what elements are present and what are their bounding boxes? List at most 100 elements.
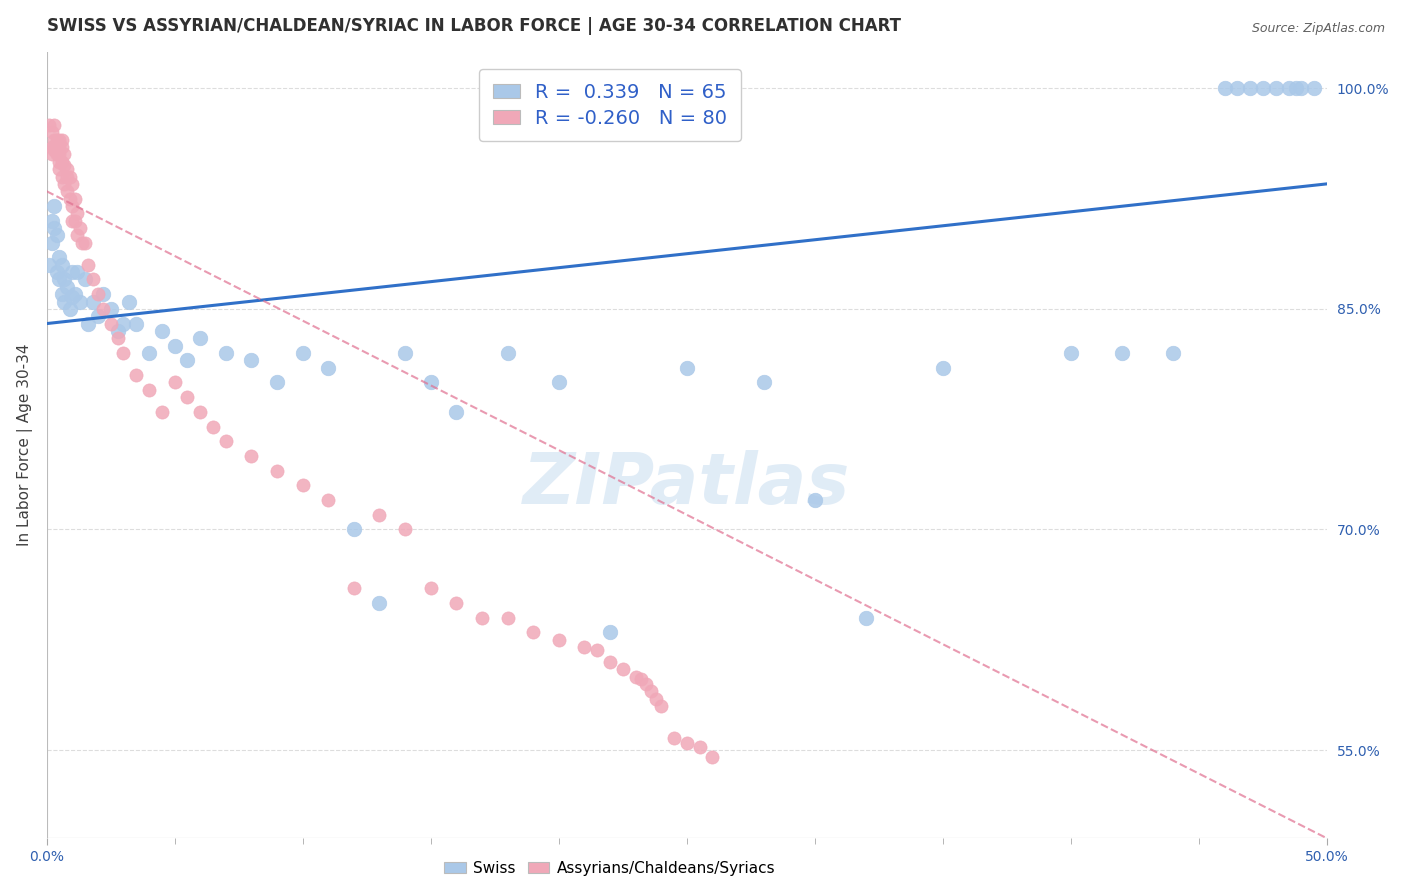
Point [48,162,70,177]
Point [496,346,519,360]
Point [107,331,129,345]
Point [855,611,877,625]
Point [59,192,82,206]
Point [45,133,67,147]
Point [215,434,238,449]
Point [163,376,186,390]
Point [72,235,94,250]
Point [1239,81,1261,95]
Point [82,272,104,286]
Point [60,290,83,304]
Point [38,258,60,272]
Point [60,199,83,213]
Point [41,147,63,161]
Point [702,750,724,764]
Point [188,405,211,419]
Point [150,324,173,338]
Point [63,287,86,301]
Point [634,677,657,691]
Point [752,376,775,390]
Point [76,317,98,331]
Text: SWISS VS ASSYRIAN/CHALDEAN/SYRIAC IN LABOR FORCE | AGE 30-34 CORRELATION CHART: SWISS VS ASSYRIAN/CHALDEAN/SYRIAC IN LAB… [46,17,901,35]
Point [163,338,186,352]
Point [112,346,135,360]
Text: Source: ZipAtlas.com: Source: ZipAtlas.com [1251,22,1385,36]
Point [419,376,441,390]
Point [266,376,288,390]
Point [117,294,139,309]
Point [599,655,621,669]
Point [66,265,89,279]
Point [56,169,79,184]
Point [343,582,366,596]
Point [87,310,110,324]
Point [100,317,122,331]
Point [446,405,468,419]
Point [41,125,63,139]
Point [60,177,83,191]
Point [51,169,73,184]
Point [650,698,672,713]
Point [41,235,63,250]
Point [48,147,70,161]
Point [689,740,711,755]
Point [73,272,96,286]
Point [547,632,569,647]
Point [1251,81,1274,95]
Point [446,596,468,610]
Point [44,133,66,147]
Point [91,301,114,316]
Point [176,353,198,368]
Point [38,118,60,132]
Point [202,419,225,434]
Point [240,353,263,368]
Point [125,317,148,331]
Y-axis label: In Labor Force | Age 30-34: In Labor Force | Age 30-34 [17,343,32,546]
Point [343,523,366,537]
Point [188,331,211,345]
Point [45,228,67,243]
Point [53,147,76,161]
Point [45,140,67,154]
Point [76,258,98,272]
Point [394,523,416,537]
Point [41,140,63,154]
Point [138,346,160,360]
Point [48,140,70,154]
Point [66,206,89,220]
Point [48,272,70,286]
Point [60,265,83,279]
Point [100,301,122,316]
Point [51,140,73,154]
Point [316,360,339,375]
Point [82,294,104,309]
Point [41,213,63,227]
Point [91,287,114,301]
Point [1213,81,1236,95]
Point [368,596,391,610]
Point [56,280,79,294]
Point [599,625,621,640]
Point [932,360,955,375]
Text: ZIPatlas: ZIPatlas [523,450,851,519]
Point [59,301,82,316]
Point [112,317,135,331]
Point [215,346,238,360]
Point [291,478,314,492]
Point [1111,346,1133,360]
Point [1264,81,1286,95]
Point [176,390,198,404]
Point [51,133,73,147]
Point [640,684,662,698]
Point [1291,81,1313,95]
Point [150,405,173,419]
Legend: Swiss, Assyrians/Chaldeans/Syriacs: Swiss, Assyrians/Chaldeans/Syriacs [439,855,782,882]
Point [574,640,596,654]
Point [53,294,76,309]
Point [107,324,129,338]
Point [612,662,634,676]
Point [522,625,544,640]
Point [48,251,70,265]
Point [586,643,609,657]
Point [125,368,148,382]
